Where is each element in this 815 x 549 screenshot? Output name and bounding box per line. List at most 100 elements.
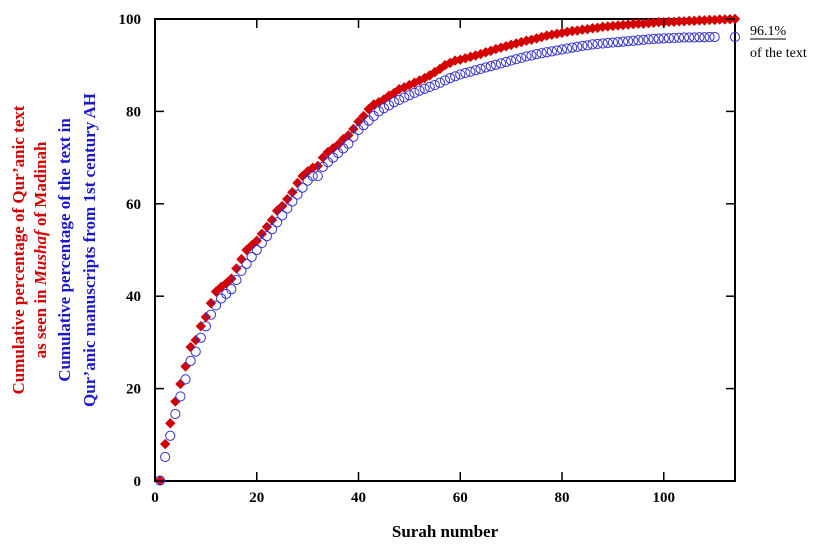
data-point-circle xyxy=(404,90,415,101)
data-point-circle xyxy=(709,31,720,43)
x-axis-title: Surah number xyxy=(392,522,499,541)
data-point-diamond xyxy=(511,38,522,49)
data-point-circle xyxy=(439,75,451,86)
data-point-diamond xyxy=(353,116,364,127)
data-point-diamond xyxy=(536,31,547,43)
data-point-diamond xyxy=(251,235,262,246)
data-point-diamond xyxy=(373,96,385,108)
y-axis-title-part: Cumulative percentage of the text in xyxy=(55,118,74,382)
data-point-circle xyxy=(394,94,405,105)
data-point-circle xyxy=(658,33,669,44)
data-point-circle xyxy=(587,39,598,50)
data-point-circle xyxy=(195,332,206,343)
data-point-diamond xyxy=(648,17,659,28)
data-point-circle xyxy=(551,45,563,56)
data-point-circle xyxy=(419,83,430,94)
data-point-diamond xyxy=(719,14,731,25)
data-point-circle xyxy=(592,38,603,50)
data-point-diamond xyxy=(200,311,212,323)
data-point-circle xyxy=(205,309,217,320)
data-point-circle xyxy=(562,43,573,54)
data-point-circle xyxy=(668,32,680,44)
data-point-circle xyxy=(694,32,705,43)
y-axis-title-line: as seen in Mushaf of Madinah xyxy=(31,141,50,358)
x-tick-label: 0 xyxy=(151,490,159,506)
data-point-diamond xyxy=(276,200,288,212)
data-point-diamond xyxy=(521,35,532,46)
data-point-circle xyxy=(541,47,552,58)
annotation-label: of the text xyxy=(750,46,807,61)
data-point-circle xyxy=(516,52,527,63)
data-point-circle xyxy=(531,49,542,60)
data-point-diamond xyxy=(709,14,720,26)
data-point-circle xyxy=(460,67,471,79)
data-point-circle xyxy=(653,33,664,44)
y-axis-title-part: Qur’anic manuscripts from 1st century AH xyxy=(80,93,99,407)
data-point-diamond xyxy=(332,139,344,150)
y-tick-label: 80 xyxy=(126,104,141,120)
data-point-circle xyxy=(567,42,578,53)
plot-marks xyxy=(154,13,741,486)
data-point-circle xyxy=(292,189,303,200)
x-tick-label: 60 xyxy=(453,490,468,506)
data-point-circle xyxy=(495,58,507,69)
data-point-diamond xyxy=(317,152,329,163)
data-point-diamond xyxy=(322,146,334,158)
data-point-circle xyxy=(429,79,440,91)
data-point-circle xyxy=(287,196,298,207)
data-point-diamond xyxy=(444,57,456,69)
data-point-circle xyxy=(277,210,288,221)
data-point-circle xyxy=(633,35,644,46)
data-point-diamond xyxy=(597,21,608,33)
data-point-circle xyxy=(602,37,613,49)
data-point-circle xyxy=(480,62,491,73)
x-tick-label: 20 xyxy=(249,490,264,506)
data-point-circle xyxy=(343,138,354,149)
data-point-diamond xyxy=(556,27,568,39)
data-point-diamond xyxy=(287,187,298,198)
data-point-circle xyxy=(226,284,237,295)
data-point-circle xyxy=(261,231,273,242)
series-1 xyxy=(154,31,741,486)
data-point-diamond xyxy=(495,42,507,53)
plot-frame xyxy=(154,18,736,482)
x-tick-label: 40 xyxy=(351,490,366,506)
data-point-circle xyxy=(455,69,466,80)
data-point-circle xyxy=(414,85,425,96)
data-point-circle xyxy=(617,36,629,47)
data-point-circle xyxy=(165,430,176,441)
data-point-diamond xyxy=(190,334,201,346)
data-point-circle xyxy=(689,32,700,43)
data-point-diamond xyxy=(282,193,293,205)
data-point-circle xyxy=(185,355,196,366)
data-point-circle xyxy=(673,32,685,43)
y-axis-title-line: Qur’anic manuscripts from 1st century AH xyxy=(80,93,99,407)
y-tick-label: 0 xyxy=(134,474,142,490)
data-point-circle xyxy=(444,73,456,84)
data-point-circle xyxy=(572,41,583,52)
data-point-diamond xyxy=(348,123,359,135)
data-point-circle xyxy=(210,300,222,311)
data-point-circle xyxy=(638,34,649,45)
data-point-circle xyxy=(577,40,588,51)
data-point-circle xyxy=(256,237,267,249)
data-point-circle xyxy=(699,32,710,43)
data-point-diamond xyxy=(404,79,415,91)
data-point-circle xyxy=(409,87,420,99)
annotation: 96.1% of the text xyxy=(750,24,807,61)
data-point-circle xyxy=(312,170,323,182)
data-point-circle xyxy=(297,182,308,193)
data-point-circle xyxy=(536,48,547,59)
data-point-circle xyxy=(506,55,517,66)
y-axis-title-part: as seen in xyxy=(31,285,50,358)
data-point-diamond xyxy=(358,110,369,122)
y-tick-label: 100 xyxy=(119,12,142,28)
data-point-diamond xyxy=(531,33,542,44)
data-point-circle xyxy=(597,38,608,49)
y-axis-title-part: of Madinah xyxy=(31,141,50,230)
y-axis-title-part: Mushaf xyxy=(31,228,50,286)
data-point-circle xyxy=(434,77,446,88)
data-point-circle xyxy=(582,40,593,51)
data-point-diamond xyxy=(292,177,303,189)
data-point-circle xyxy=(663,33,674,44)
